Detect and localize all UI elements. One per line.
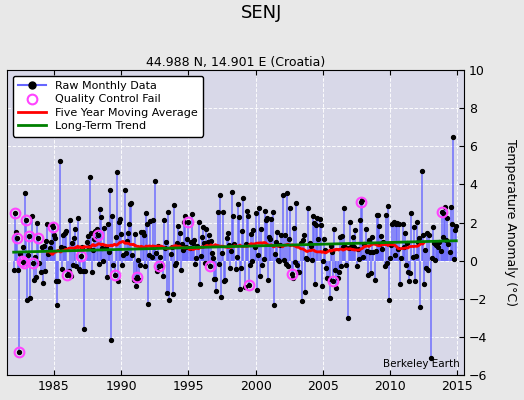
Y-axis label: Temperature Anomaly (°C): Temperature Anomaly (°C) <box>504 139 517 306</box>
Text: Berkeley Earth: Berkeley Earth <box>383 359 460 369</box>
Legend: Raw Monthly Data, Quality Control Fail, Five Year Moving Average, Long-Term Tren: Raw Monthly Data, Quality Control Fail, … <box>13 76 203 137</box>
Title: 44.988 N, 14.901 E (Croatia): 44.988 N, 14.901 E (Croatia) <box>146 56 325 69</box>
Text: SENJ: SENJ <box>242 4 282 22</box>
